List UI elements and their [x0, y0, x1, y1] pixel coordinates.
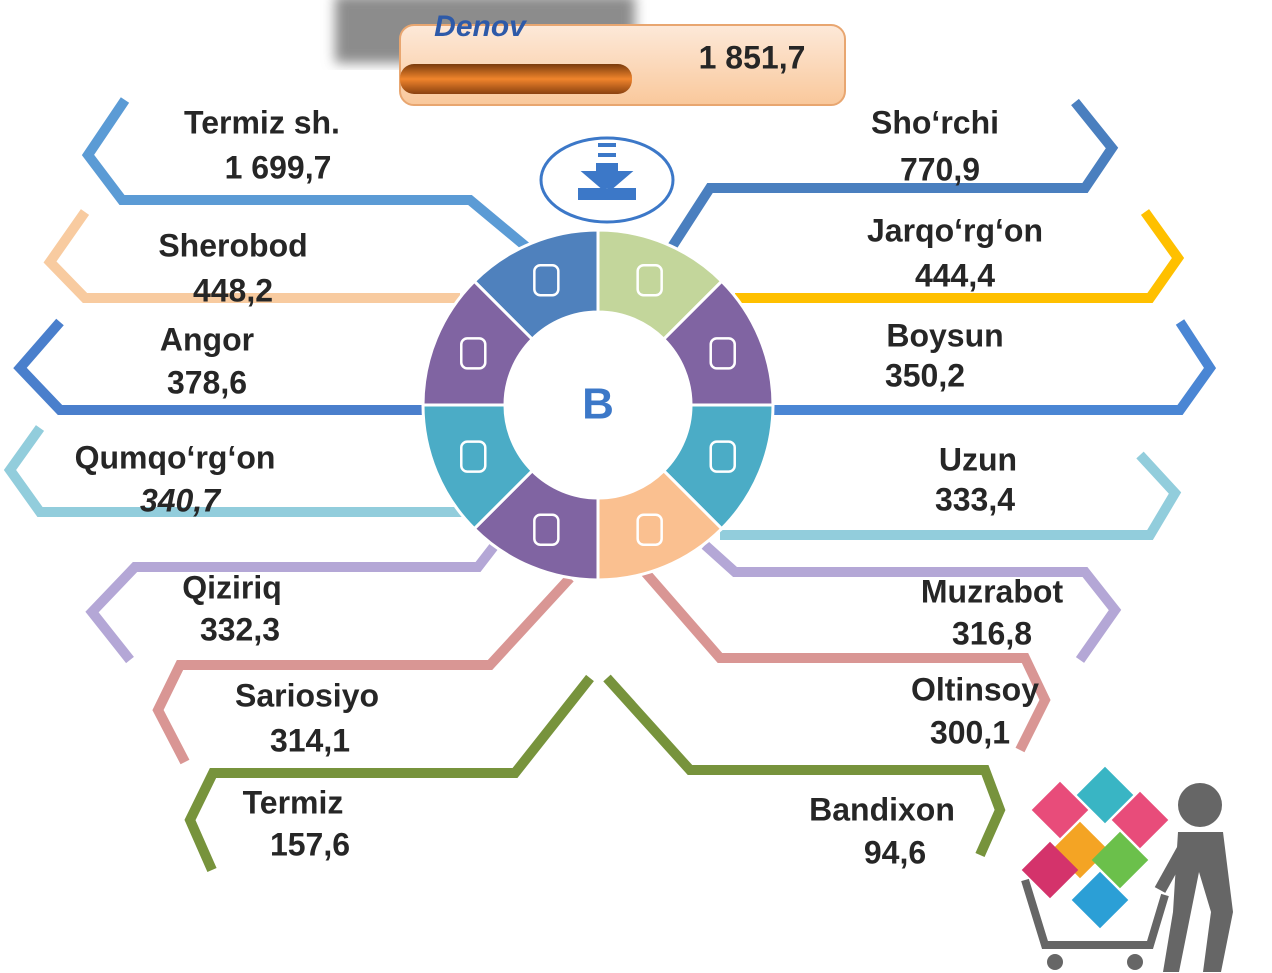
- district-value: 770,9: [900, 151, 980, 187]
- district-name: Sariosiyo: [235, 677, 379, 713]
- district-value: 350,2: [885, 357, 965, 393]
- district-value: 340,7: [140, 482, 222, 518]
- district-value: 1 699,7: [225, 149, 332, 185]
- district-name: Termiz sh.: [184, 104, 340, 140]
- district-name: Boysun: [886, 317, 1003, 353]
- district-name: Sherobod: [158, 227, 307, 263]
- district-value: 157,6: [270, 826, 350, 862]
- center-label: B: [582, 380, 614, 429]
- shopper-illustration: [1022, 767, 1233, 972]
- district-value: 378,6: [167, 364, 247, 400]
- district-value: 94,6: [864, 834, 926, 870]
- header-value: 1 851,7: [699, 39, 806, 75]
- district-value: 332,3: [200, 611, 280, 647]
- district-name: Qumqo‘rg‘on: [75, 439, 276, 475]
- connector-line: [92, 545, 495, 660]
- district-name: Termiz: [243, 784, 344, 820]
- district-value: 300,1: [930, 714, 1010, 750]
- district-name: Jarqo‘rg‘on: [867, 212, 1043, 248]
- district-name: Oltinsoy: [911, 671, 1039, 707]
- header-name: Denov: [434, 10, 528, 43]
- district-name: Muzrabot: [921, 573, 1064, 609]
- district-value: 333,4: [935, 481, 1015, 517]
- district-name: Sho‘rchi: [871, 104, 999, 140]
- district-name: Angor: [160, 321, 254, 357]
- district-name: Qiziriq: [182, 569, 282, 605]
- connector-line: [158, 578, 570, 762]
- district-name: Bandixon: [809, 791, 955, 827]
- district-value: 444,4: [915, 257, 995, 293]
- district-name: Uzun: [939, 441, 1017, 477]
- district-value: 316,8: [952, 615, 1032, 651]
- infographic: Denov 1 851,7 B Termiz sh. 1 699,7 Sherobo…: [0, 0, 1272, 973]
- district-value: 448,2: [193, 272, 273, 308]
- district-value: 314,1: [270, 722, 350, 758]
- header-bar: [400, 64, 632, 94]
